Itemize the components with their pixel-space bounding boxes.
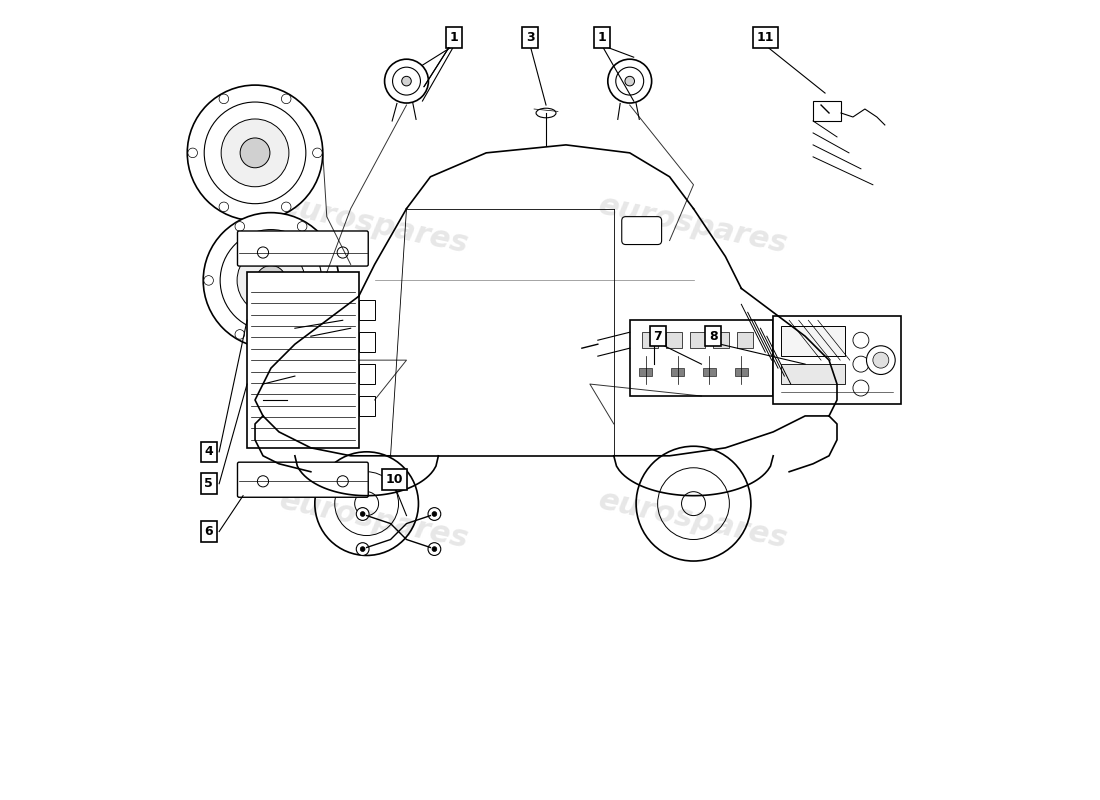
- Circle shape: [257, 247, 268, 258]
- Bar: [359, 300, 375, 320]
- Ellipse shape: [385, 59, 428, 103]
- Circle shape: [329, 276, 338, 285]
- Ellipse shape: [393, 67, 420, 95]
- Bar: [735, 368, 748, 376]
- Bar: [248, 273, 359, 448]
- Ellipse shape: [402, 76, 411, 86]
- Bar: [641, 332, 658, 348]
- Circle shape: [852, 356, 869, 372]
- Text: 3: 3: [526, 30, 535, 44]
- Bar: [714, 332, 729, 348]
- Bar: [629, 320, 773, 396]
- Circle shape: [187, 85, 322, 221]
- Circle shape: [188, 148, 198, 158]
- Circle shape: [337, 247, 349, 258]
- Circle shape: [356, 508, 369, 520]
- Text: 10: 10: [386, 474, 404, 486]
- FancyBboxPatch shape: [621, 217, 661, 245]
- Bar: [781, 326, 845, 356]
- Text: eurospares: eurospares: [277, 486, 472, 554]
- Text: eurospares: eurospares: [277, 190, 472, 259]
- Text: 5: 5: [205, 478, 213, 490]
- Bar: [359, 396, 375, 416]
- Circle shape: [219, 94, 229, 104]
- Circle shape: [297, 222, 307, 231]
- Bar: [737, 332, 754, 348]
- Circle shape: [240, 138, 270, 168]
- Circle shape: [204, 213, 339, 348]
- Bar: [773, 316, 901, 404]
- Text: 1: 1: [450, 30, 459, 44]
- Circle shape: [282, 94, 292, 104]
- Bar: [666, 332, 682, 348]
- Ellipse shape: [608, 59, 651, 103]
- FancyBboxPatch shape: [238, 231, 368, 266]
- Circle shape: [361, 512, 365, 516]
- Circle shape: [867, 346, 895, 374]
- Circle shape: [282, 202, 292, 212]
- Circle shape: [256, 266, 286, 295]
- Circle shape: [337, 476, 349, 487]
- Ellipse shape: [536, 108, 556, 118]
- Bar: [359, 332, 375, 352]
- Circle shape: [852, 332, 869, 348]
- Circle shape: [312, 148, 322, 158]
- Text: 11: 11: [757, 30, 774, 44]
- Circle shape: [221, 119, 289, 186]
- Ellipse shape: [625, 76, 635, 86]
- Circle shape: [873, 352, 889, 368]
- Circle shape: [257, 476, 268, 487]
- Bar: [781, 364, 845, 384]
- Text: eurospares: eurospares: [596, 190, 791, 259]
- Bar: [703, 368, 716, 376]
- Text: eurospares: eurospares: [596, 486, 791, 554]
- Text: 7: 7: [653, 330, 662, 342]
- FancyBboxPatch shape: [238, 462, 368, 498]
- Text: 6: 6: [205, 525, 213, 538]
- Circle shape: [356, 542, 369, 555]
- Ellipse shape: [616, 67, 644, 95]
- Circle shape: [432, 512, 437, 516]
- Circle shape: [361, 546, 365, 551]
- Circle shape: [235, 330, 244, 339]
- Text: 8: 8: [710, 330, 717, 342]
- Text: 4: 4: [205, 446, 213, 458]
- Bar: [639, 368, 652, 376]
- Bar: [690, 332, 705, 348]
- Circle shape: [428, 542, 441, 555]
- Circle shape: [297, 330, 307, 339]
- Circle shape: [428, 508, 441, 520]
- Circle shape: [852, 380, 869, 396]
- Bar: [813, 101, 842, 121]
- Bar: [359, 364, 375, 384]
- Circle shape: [220, 230, 322, 331]
- Bar: [671, 368, 684, 376]
- Circle shape: [204, 276, 213, 285]
- Circle shape: [432, 546, 437, 551]
- Circle shape: [238, 246, 305, 314]
- Text: 1: 1: [597, 30, 606, 44]
- Circle shape: [235, 222, 244, 231]
- Circle shape: [205, 102, 306, 204]
- Circle shape: [219, 202, 229, 212]
